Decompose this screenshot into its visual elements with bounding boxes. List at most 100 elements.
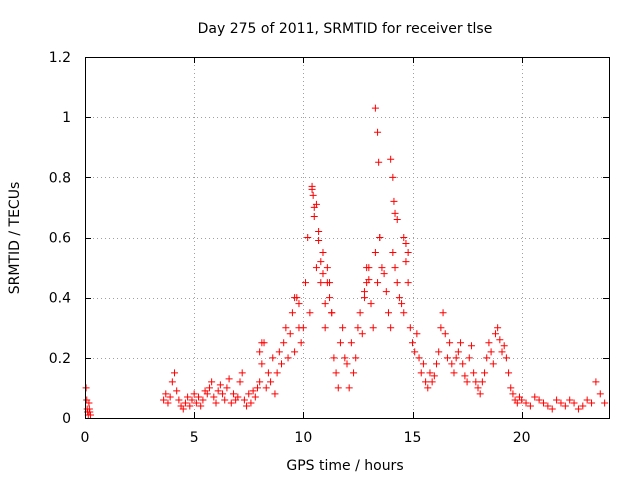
data-point — [601, 399, 609, 407]
data-point — [502, 354, 510, 362]
data-point — [472, 378, 480, 386]
x-tick-label: 5 — [190, 430, 199, 446]
data-point — [339, 324, 347, 332]
data-point — [326, 294, 334, 302]
data-point — [485, 339, 493, 347]
data-point — [494, 324, 502, 332]
data-point — [426, 369, 434, 377]
y-tick-label: 0 — [62, 411, 71, 427]
data-point — [358, 330, 366, 338]
data-point — [540, 399, 547, 407]
data-point — [85, 399, 93, 407]
data-point — [452, 354, 460, 362]
data-point — [548, 405, 556, 413]
data-point — [273, 369, 281, 377]
data-point — [509, 390, 517, 398]
data-point — [450, 369, 458, 377]
data-point — [256, 378, 264, 386]
data-point — [160, 396, 168, 404]
data-point — [592, 378, 600, 386]
data-point — [371, 104, 379, 112]
data-point — [375, 158, 383, 166]
data-point — [286, 330, 294, 338]
y-tick-label: 1.2 — [49, 50, 71, 66]
data-point — [82, 384, 90, 392]
data-point — [229, 390, 237, 398]
data-point — [173, 387, 181, 395]
data-point — [319, 249, 327, 257]
data-point — [382, 288, 390, 296]
data-point — [496, 336, 504, 344]
data-point — [86, 408, 94, 416]
data-point — [297, 339, 305, 347]
data-point — [374, 128, 382, 136]
data-point — [457, 339, 465, 347]
data-point — [164, 399, 172, 407]
data-point — [402, 240, 410, 248]
data-point — [179, 405, 187, 413]
y-tick-label: 0.6 — [49, 231, 71, 247]
data-point — [267, 378, 275, 386]
data-point — [345, 384, 353, 392]
x-tick-label: 0 — [81, 430, 90, 446]
data-point — [424, 384, 432, 392]
data-point — [465, 354, 473, 362]
data-point — [583, 396, 591, 404]
data-point — [389, 249, 397, 257]
data-point — [219, 390, 227, 398]
data-point — [243, 402, 251, 410]
data-point — [341, 354, 349, 362]
data-point — [309, 191, 317, 199]
data-point — [175, 396, 183, 404]
data-point — [553, 396, 561, 404]
data-point — [406, 324, 414, 332]
data-point — [441, 330, 449, 338]
data-point — [258, 360, 266, 368]
data-point — [522, 399, 530, 407]
data-point — [363, 264, 371, 272]
data-point — [489, 360, 497, 368]
data-point — [332, 369, 340, 377]
data-point — [212, 399, 220, 407]
data-point — [378, 264, 386, 272]
data-point — [518, 396, 526, 404]
data-point — [374, 279, 382, 287]
y-tick-label: 1 — [62, 110, 71, 126]
data-point — [579, 402, 587, 410]
data-point — [574, 405, 582, 413]
data-point — [304, 234, 312, 241]
data-point — [474, 384, 482, 392]
data-point — [227, 399, 235, 407]
data-point — [282, 324, 290, 332]
data-point — [234, 393, 242, 401]
chart-title: Day 275 of 2011, SRMTID for receiver tls… — [198, 21, 493, 37]
data-point — [369, 324, 377, 332]
data-point — [470, 369, 478, 377]
data-point — [448, 360, 456, 368]
data-point — [330, 354, 338, 362]
data-point — [291, 294, 299, 302]
x-tick-labels: 0 5 10 15 20 — [81, 430, 531, 446]
data-point — [507, 384, 515, 392]
data-point — [404, 249, 412, 257]
data-point — [433, 360, 441, 368]
data-point — [384, 309, 392, 317]
data-point — [203, 390, 211, 398]
data-point — [367, 300, 375, 308]
data-point — [387, 324, 395, 332]
data-point — [380, 270, 388, 278]
y-tick-label: 0.2 — [49, 351, 71, 367]
data-point — [498, 348, 506, 356]
data-point — [86, 411, 94, 419]
data-point — [566, 396, 574, 404]
data-point — [352, 354, 360, 362]
data-point — [478, 378, 486, 386]
data-point — [487, 348, 495, 356]
data-point — [400, 309, 408, 317]
data-point — [295, 300, 303, 308]
data-point — [430, 372, 438, 380]
data-point — [247, 399, 255, 407]
data-point — [413, 330, 421, 338]
data-point — [395, 294, 403, 302]
data-point — [570, 399, 578, 407]
